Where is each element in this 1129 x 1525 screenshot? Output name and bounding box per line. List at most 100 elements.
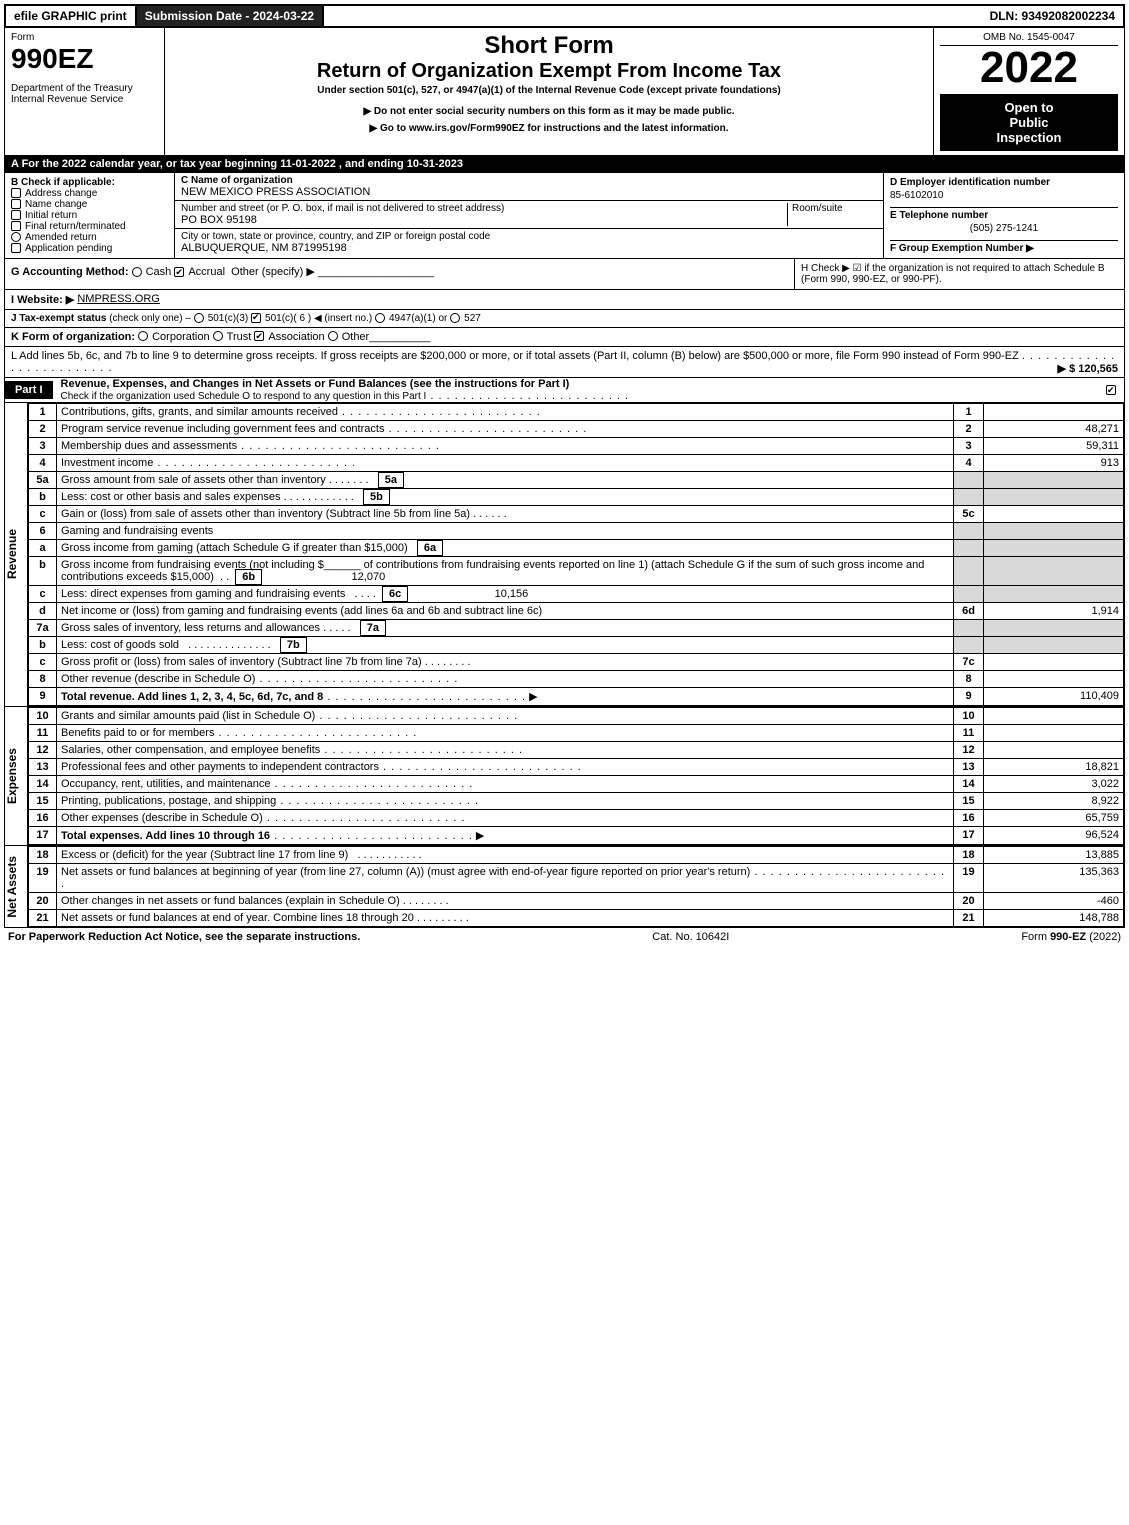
line-17-val: 96,524: [984, 827, 1124, 845]
line-6d-num: 6d: [954, 603, 984, 620]
j-note: (check only one) –: [109, 313, 191, 324]
chk-application-pending-label: Application pending: [25, 243, 112, 254]
chk-name-change[interactable]: Name change: [11, 199, 168, 210]
line-21-val: 148,788: [984, 910, 1124, 927]
ein-label: D Employer identification number: [890, 177, 1118, 188]
j-527-label: 527: [464, 313, 481, 324]
part1-check-note: Check if the organization used Schedule …: [61, 391, 427, 402]
col-b-checkboxes: B Check if applicable: Address change Na…: [5, 173, 175, 258]
h-schedule-b-note: H Check ▶ ☑ if the organization is not r…: [794, 259, 1124, 289]
chk-address-change[interactable]: Address change: [11, 188, 168, 199]
g-accrual-radio[interactable]: [174, 267, 184, 277]
revenue-table: 1 Contributions, gifts, grants, and simil…: [28, 403, 1124, 706]
line-1-text: Contributions, gifts, grants, and simila…: [61, 406, 338, 418]
line-10-num: 10: [954, 708, 984, 725]
line-4-val: 913: [984, 455, 1124, 472]
part1-title: Revenue, Expenses, and Changes in Net As…: [61, 378, 570, 390]
chk-application-pending[interactable]: Application pending: [11, 243, 168, 254]
website-value[interactable]: NMPRESS.ORG: [77, 293, 160, 306]
line-16-val: 65,759: [984, 810, 1124, 827]
k-corp-radio[interactable]: [138, 331, 148, 341]
line-4-text: Investment income: [61, 457, 153, 469]
j-501c3-label: 501(c)(3): [208, 313, 249, 324]
line-13-num: 13: [954, 759, 984, 776]
line-6c-miniv: 10,156: [408, 588, 528, 600]
line-5c-val: [984, 506, 1124, 523]
net-assets-side-label: Net Assets: [5, 856, 27, 918]
chk-address-change-label: Address change: [25, 188, 97, 199]
line-19-val: 135,363: [984, 864, 1124, 893]
line-5c-num: 5c: [954, 506, 984, 523]
line-3-text: Membership dues and assessments: [61, 440, 237, 452]
net-assets-section: Net Assets 18Excess or (deficit) for the…: [4, 845, 1125, 928]
line-17-num: 17: [954, 827, 984, 845]
goto-link[interactable]: ▶ Go to www.irs.gov/Form990EZ for instru…: [171, 123, 927, 134]
k-trust-radio[interactable]: [213, 331, 223, 341]
line-14-num: 14: [954, 776, 984, 793]
chk-name-change-label: Name change: [25, 199, 87, 210]
part1-schedule-o-check[interactable]: [1106, 385, 1116, 395]
line-5b-mini: 5b: [363, 489, 390, 505]
line-12-text: Salaries, other compensation, and employ…: [61, 744, 320, 756]
line-20-text: Other changes in net assets or fund bala…: [61, 895, 400, 907]
l-amount: ▶ $ 120,565: [1058, 362, 1118, 375]
expenses-table: 10Grants and similar amounts paid (list …: [28, 707, 1124, 845]
submission-date-label: Submission Date - 2024-03-22: [137, 6, 324, 26]
net-assets-table: 18Excess or (deficit) for the year (Subt…: [28, 846, 1124, 927]
efile-print-label[interactable]: efile GRAPHIC print: [6, 6, 137, 26]
line-19-text: Net assets or fund balances at beginning…: [61, 866, 750, 878]
line-2-val: 48,271: [984, 421, 1124, 438]
k-other-label: Other: [342, 331, 370, 343]
line-5a-mini: 5a: [378, 472, 404, 488]
line-11-val: [984, 725, 1124, 742]
j-4947-radio[interactable]: [375, 313, 385, 323]
line-9-val: 110,409: [984, 688, 1124, 706]
g-other-label: Other (specify) ▶: [231, 266, 315, 278]
line-6d-text: Net income or (loss) from gaming and fun…: [61, 605, 542, 617]
line-2-text: Program service revenue including govern…: [61, 423, 384, 435]
line-5a-text: Gross amount from sale of assets other t…: [61, 474, 326, 486]
dept-line: Department of the Treasury: [11, 83, 158, 94]
page-footer: For Paperwork Reduction Act Notice, see …: [4, 928, 1125, 946]
g-label: G Accounting Method:: [11, 266, 129, 278]
line-21-text: Net assets or fund balances at end of ye…: [61, 912, 414, 924]
part1-label: Part I: [5, 381, 53, 399]
chk-initial-return[interactable]: Initial return: [11, 210, 168, 221]
subtitle: Under section 501(c), 527, or 4947(a)(1)…: [171, 85, 927, 96]
tax-year: 2022: [940, 46, 1118, 90]
line-6-text: Gaming and fundraising events: [57, 523, 954, 540]
chk-amended-return[interactable]: Amended return: [11, 232, 168, 243]
line-18-text: Excess or (deficit) for the year (Subtra…: [61, 849, 348, 861]
k-trust-label: Trust: [227, 331, 252, 343]
k-other-radio[interactable]: [328, 331, 338, 341]
line-1-num: 1: [954, 404, 984, 421]
g-cash-radio[interactable]: [132, 267, 142, 277]
chk-final-return[interactable]: Final return/terminated: [11, 221, 168, 232]
ssn-warning: ▶ Do not enter social security numbers o…: [171, 106, 927, 117]
j-501c-radio[interactable]: [251, 313, 261, 323]
j-527-radio[interactable]: [450, 313, 460, 323]
k-assoc-radio[interactable]: [254, 331, 264, 341]
b-label: B Check if applicable:: [11, 177, 168, 188]
line-3-val: 59,311: [984, 438, 1124, 455]
row-j-tax-exempt: J Tax-exempt status (check only one) – 5…: [4, 310, 1125, 328]
c-name-label: C Name of organization: [181, 175, 877, 186]
c-city-label: City or town, state or province, country…: [181, 231, 877, 242]
revenue-side-label: Revenue: [5, 529, 27, 579]
col-c-org-info: C Name of organization NEW MEXICO PRESS …: [175, 173, 884, 258]
line-3-num: 3: [954, 438, 984, 455]
line-10-val: [984, 708, 1124, 725]
line-16-text: Other expenses (describe in Schedule O): [61, 812, 263, 824]
line-a-tax-year: A For the 2022 calendar year, or tax yea…: [4, 156, 1125, 173]
j-501c3-radio[interactable]: [194, 313, 204, 323]
org-street: PO BOX 95198: [181, 214, 787, 226]
expenses-side-label: Expenses: [5, 748, 27, 804]
line-21-num: 21: [954, 910, 984, 927]
short-form-title: Short Form: [171, 32, 927, 60]
open-line-2: Public: [944, 115, 1114, 130]
form-header: Form 990EZ Department of the Treasury In…: [4, 28, 1125, 156]
line-6c-text: Less: direct expenses from gaming and fu…: [61, 588, 345, 600]
col-def-right: D Employer identification number 85-6102…: [884, 173, 1124, 258]
line-6b-pre: Gross income from fundraising events (no…: [61, 559, 324, 571]
g-accrual-label: Accrual: [188, 266, 225, 278]
